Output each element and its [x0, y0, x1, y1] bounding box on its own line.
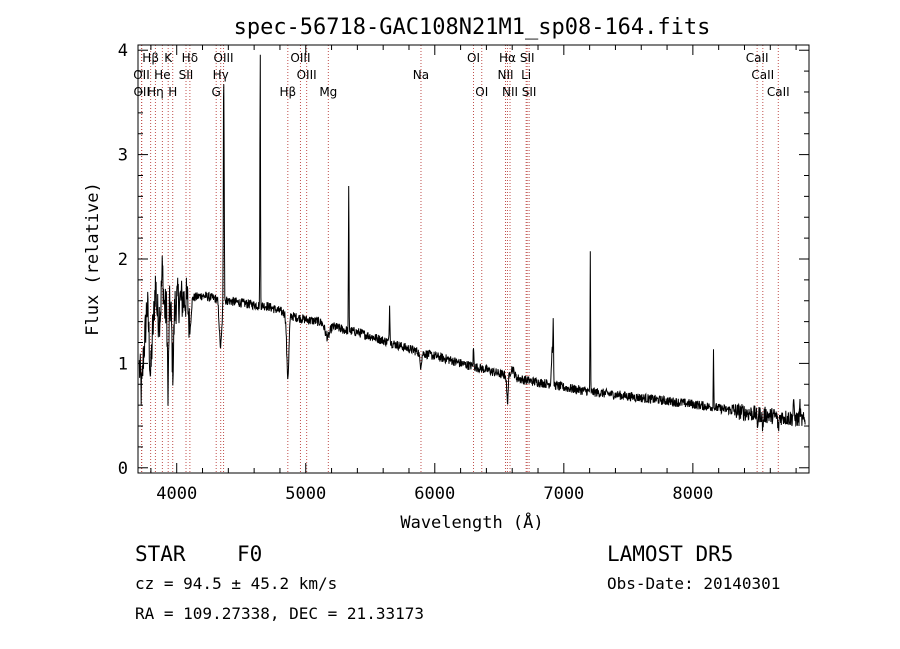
- line-label: Hδ: [182, 51, 198, 65]
- x-tick-label: 8000: [672, 484, 713, 504]
- y-tick-label: 3: [118, 146, 128, 166]
- line-label: Hη: [147, 85, 164, 99]
- line-label: Hβ: [142, 51, 159, 65]
- chart-title: spec-56718-GAC108N21M1_sp08-164.fits: [234, 15, 711, 40]
- x-axis: 4000 5000 6000 7000 8000: [150, 45, 797, 504]
- y-tick-label: 4: [118, 41, 128, 61]
- line-label: SII: [520, 51, 535, 65]
- y-tick-label: 0: [118, 459, 128, 479]
- line-label: Mg: [319, 85, 337, 99]
- x-tick-label: 7000: [543, 484, 584, 504]
- line-label: OI: [467, 51, 480, 65]
- coordinates: RA = 109.27338, DEC = 21.33173: [135, 604, 424, 623]
- line-labels: Hβ K Hδ OIII OIII OI Hα SII CaII OII He SII Hγ OIII Na…: [133, 51, 789, 99]
- line-label: OI: [475, 85, 488, 99]
- object-class: STAR: [135, 542, 186, 566]
- x-tick-label: 4000: [156, 484, 197, 504]
- spectrum-line: [138, 54, 806, 432]
- line-label: CaII: [751, 68, 774, 82]
- x-tick-label: 6000: [414, 484, 455, 504]
- line-label: CaII: [767, 85, 790, 99]
- y-axis: 0 1 2 3 4: [118, 41, 809, 479]
- line-label: SII: [179, 68, 194, 82]
- line-label: OIII: [297, 68, 317, 82]
- line-label: OII: [133, 68, 150, 82]
- y-axis-label: Flux (relative): [83, 182, 103, 336]
- line-label: OIII: [214, 51, 234, 65]
- line-label: G: [212, 85, 221, 99]
- line-markers: [140, 45, 779, 473]
- redshift-text: cz = 94.5 ± 45.2 km/s: [135, 574, 337, 593]
- line-label: CaII: [746, 51, 769, 65]
- line-label: NII: [502, 85, 518, 99]
- x-axis-label: Wavelength (Å): [400, 511, 543, 533]
- survey-name: LAMOST DR5: [607, 542, 733, 566]
- line-label: NII: [497, 68, 513, 82]
- line-label: Hβ: [279, 85, 296, 99]
- y-tick-label: 1: [118, 354, 128, 374]
- line-label: H: [168, 85, 177, 99]
- line-label: Na: [413, 68, 429, 82]
- y-tick-label: 2: [118, 250, 128, 270]
- obs-date: Obs-Date: 20140301: [607, 574, 780, 593]
- line-label: SII: [522, 85, 537, 99]
- line-label: He: [154, 68, 170, 82]
- line-label: Hγ: [213, 68, 229, 82]
- object-subclass: F0: [237, 542, 262, 566]
- line-label: K: [164, 51, 173, 65]
- line-label: OIII: [290, 51, 310, 65]
- x-tick-label: 5000: [285, 484, 326, 504]
- line-label: Li: [521, 68, 531, 82]
- line-label: Hα: [499, 51, 516, 65]
